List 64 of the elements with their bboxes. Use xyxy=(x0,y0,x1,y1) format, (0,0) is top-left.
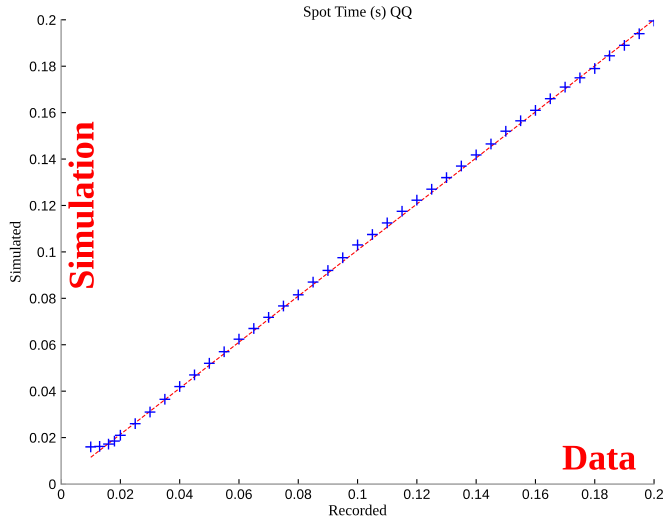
chart-title: Spot Time (s) QQ xyxy=(304,6,412,20)
point xyxy=(351,238,364,252)
point xyxy=(574,72,586,84)
point xyxy=(158,393,171,406)
x-tick-label: 0.2 xyxy=(644,489,663,500)
point xyxy=(248,322,260,335)
point xyxy=(440,172,453,184)
point xyxy=(174,380,186,393)
x-axis-title: Recorded xyxy=(328,504,387,516)
point xyxy=(232,333,246,346)
point xyxy=(84,440,97,453)
y-tick-label: 0.06 xyxy=(30,340,56,350)
x-tick-label: 0.14 xyxy=(463,489,490,500)
y-tick-label: 0.16 xyxy=(30,108,56,118)
point xyxy=(544,92,556,105)
y-tick-label: 0 xyxy=(49,479,56,490)
y-tick-label: 0.1 xyxy=(37,247,56,258)
point xyxy=(396,205,408,218)
y-tick-label: 0.2 xyxy=(37,15,56,25)
x-tick-label: 0.02 xyxy=(107,489,134,500)
point xyxy=(188,368,201,381)
y-tick-label: 0.14 xyxy=(30,154,56,164)
point xyxy=(484,138,498,150)
y-axis-title: Simulated xyxy=(10,221,21,282)
point xyxy=(366,228,378,241)
annotation: Data xyxy=(562,446,636,470)
point xyxy=(94,440,106,452)
point xyxy=(410,194,423,206)
point xyxy=(588,62,601,75)
point xyxy=(381,216,394,229)
point xyxy=(307,276,320,288)
x-tick-label: 0 xyxy=(58,489,64,500)
point xyxy=(514,114,527,127)
x-tick-label: 0.06 xyxy=(226,489,252,500)
point xyxy=(633,28,646,40)
point xyxy=(277,300,290,312)
x-tick-label: 0.04 xyxy=(166,489,193,500)
y-tick-label: 0.08 xyxy=(30,294,56,304)
point xyxy=(203,357,216,370)
x-tick-label: 0.12 xyxy=(404,489,430,500)
point xyxy=(559,81,572,94)
point xyxy=(292,288,304,301)
annotation: Simulation xyxy=(68,122,94,288)
point xyxy=(500,125,512,138)
point xyxy=(322,264,334,277)
point xyxy=(603,50,616,62)
point xyxy=(129,418,142,430)
y-tick-label: 0.18 xyxy=(30,62,56,72)
point xyxy=(529,104,542,116)
y-tick-label: 0.12 xyxy=(30,200,56,211)
x-tick-label: 0.16 xyxy=(522,489,548,500)
y-tick-label: 0.02 xyxy=(30,432,56,443)
x-tick-label: 0.08 xyxy=(285,489,312,500)
y-tick-label: 0.04 xyxy=(30,386,56,396)
point xyxy=(455,160,468,172)
point xyxy=(470,148,482,161)
point xyxy=(618,39,630,52)
x-tick-label: 0.18 xyxy=(582,489,608,500)
x-tick-label: 0.1 xyxy=(348,489,367,500)
point xyxy=(426,183,438,196)
point xyxy=(336,252,349,264)
point xyxy=(218,346,230,358)
point xyxy=(144,406,156,418)
point xyxy=(262,311,275,324)
